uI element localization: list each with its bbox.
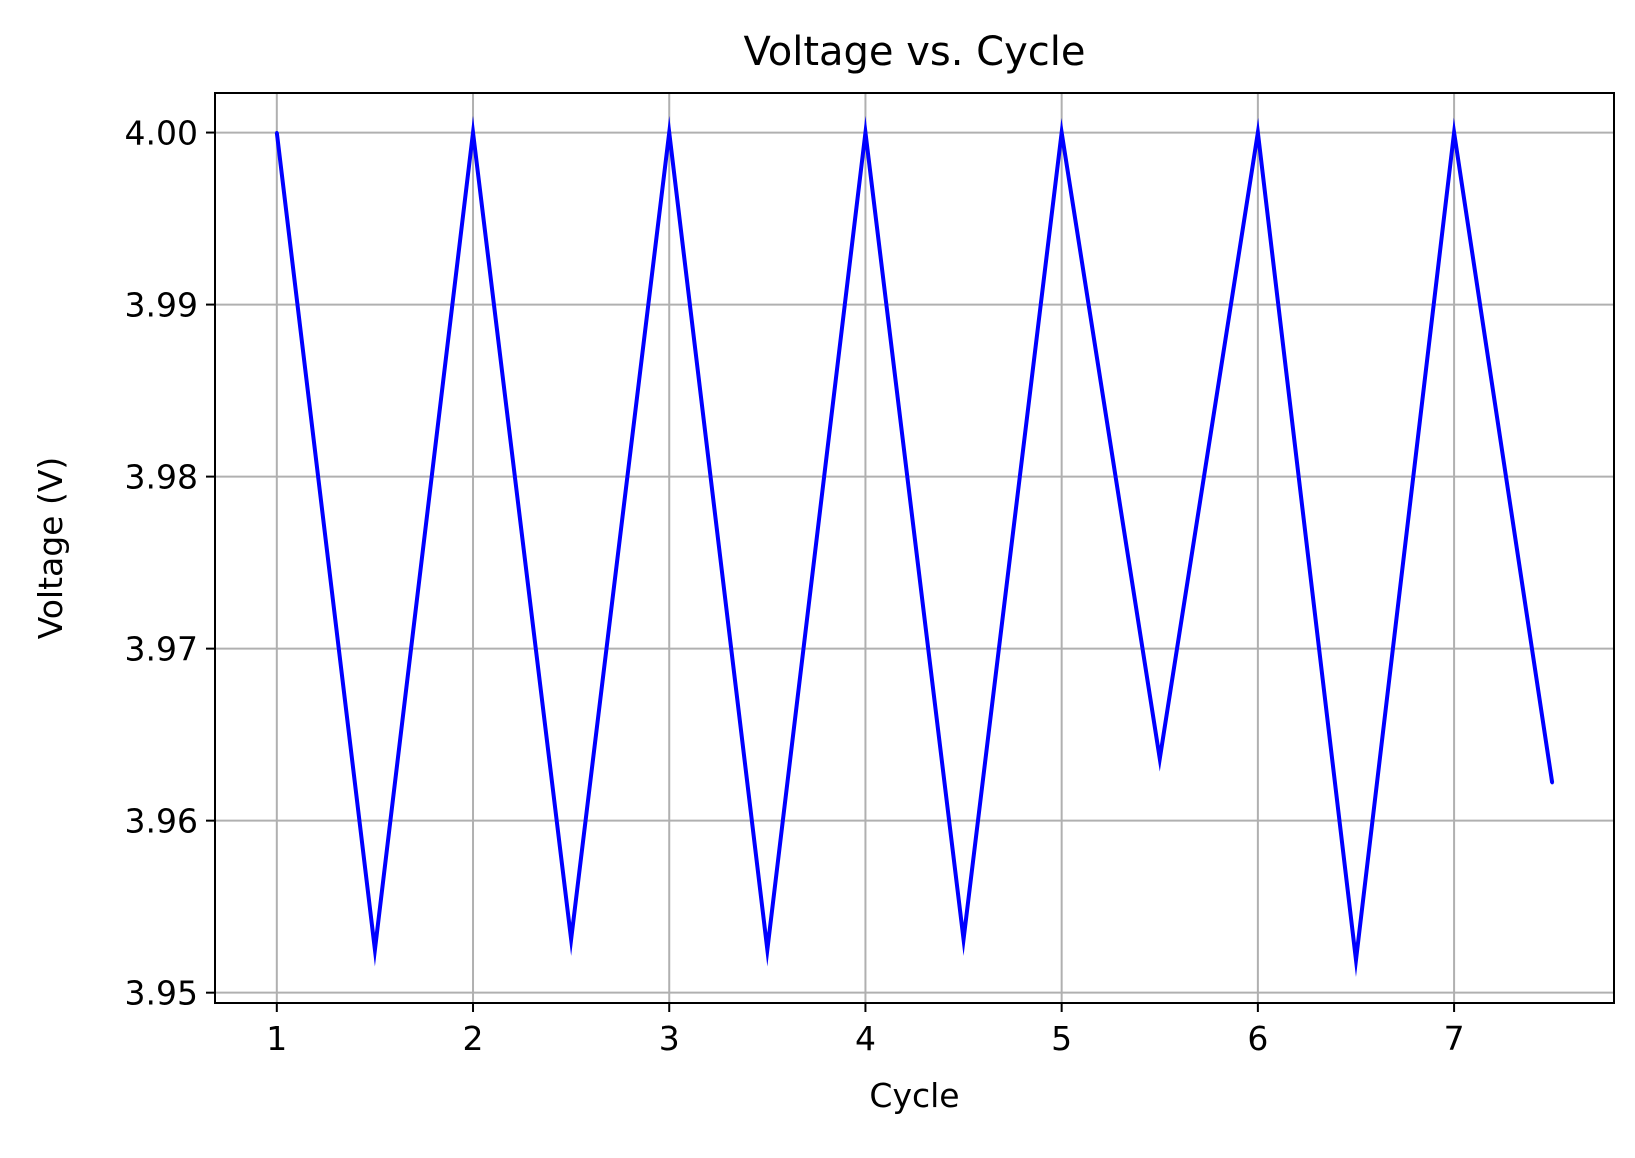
data-point-12 — [1452, 130, 1456, 135]
y-tick-label-0: 3.95 — [125, 974, 198, 1013]
x-tick-label-0: 1 — [266, 1019, 287, 1058]
x-tick-label-4: 5 — [1051, 1019, 1072, 1058]
y-tick-label-1: 3.96 — [125, 802, 198, 841]
y-axis-title: Voltage (V) — [31, 457, 70, 640]
data-point-11 — [1354, 958, 1358, 962]
series-layer — [274, 115, 1555, 977]
data-point-6 — [863, 130, 868, 135]
y-tick-label-2: 3.97 — [125, 630, 198, 669]
data-point-4 — [667, 130, 671, 135]
y-tick-label-3: 3.98 — [125, 458, 198, 497]
data-point-7 — [961, 937, 966, 941]
y-tick-label-4: 3.99 — [125, 286, 198, 325]
ticks: 1 2 3 4 5 6 7 3.95 3.96 3.97 3.98 3.99 4.00 — [125, 114, 1465, 1058]
x-tick-label-3: 4 — [855, 1019, 876, 1058]
data-point-9 — [1158, 757, 1162, 761]
x-axis-title: Cycle — [869, 1076, 959, 1115]
plot-frame — [214, 92, 1615, 1004]
data-point-8 — [1060, 130, 1064, 135]
data-point-3 — [569, 937, 573, 941]
x-tick-label-5: 6 — [1247, 1019, 1268, 1058]
x-tick-label-2: 3 — [659, 1019, 680, 1058]
x-tick-label-6: 7 — [1444, 1019, 1465, 1058]
data-point-5 — [765, 948, 769, 952]
grid — [215, 93, 1614, 1003]
series-line-0 — [274, 115, 1555, 977]
y-tick-label-5: 4.00 — [125, 114, 198, 153]
data-point-0 — [275, 130, 279, 135]
data-point-2 — [471, 130, 475, 135]
data-point-10 — [1256, 130, 1260, 135]
chart-title: Voltage vs. Cycle — [743, 29, 1085, 75]
x-tick-label-1: 2 — [463, 1019, 484, 1058]
data-point-1 — [373, 948, 377, 952]
data-point-13 — [1550, 781, 1554, 785]
